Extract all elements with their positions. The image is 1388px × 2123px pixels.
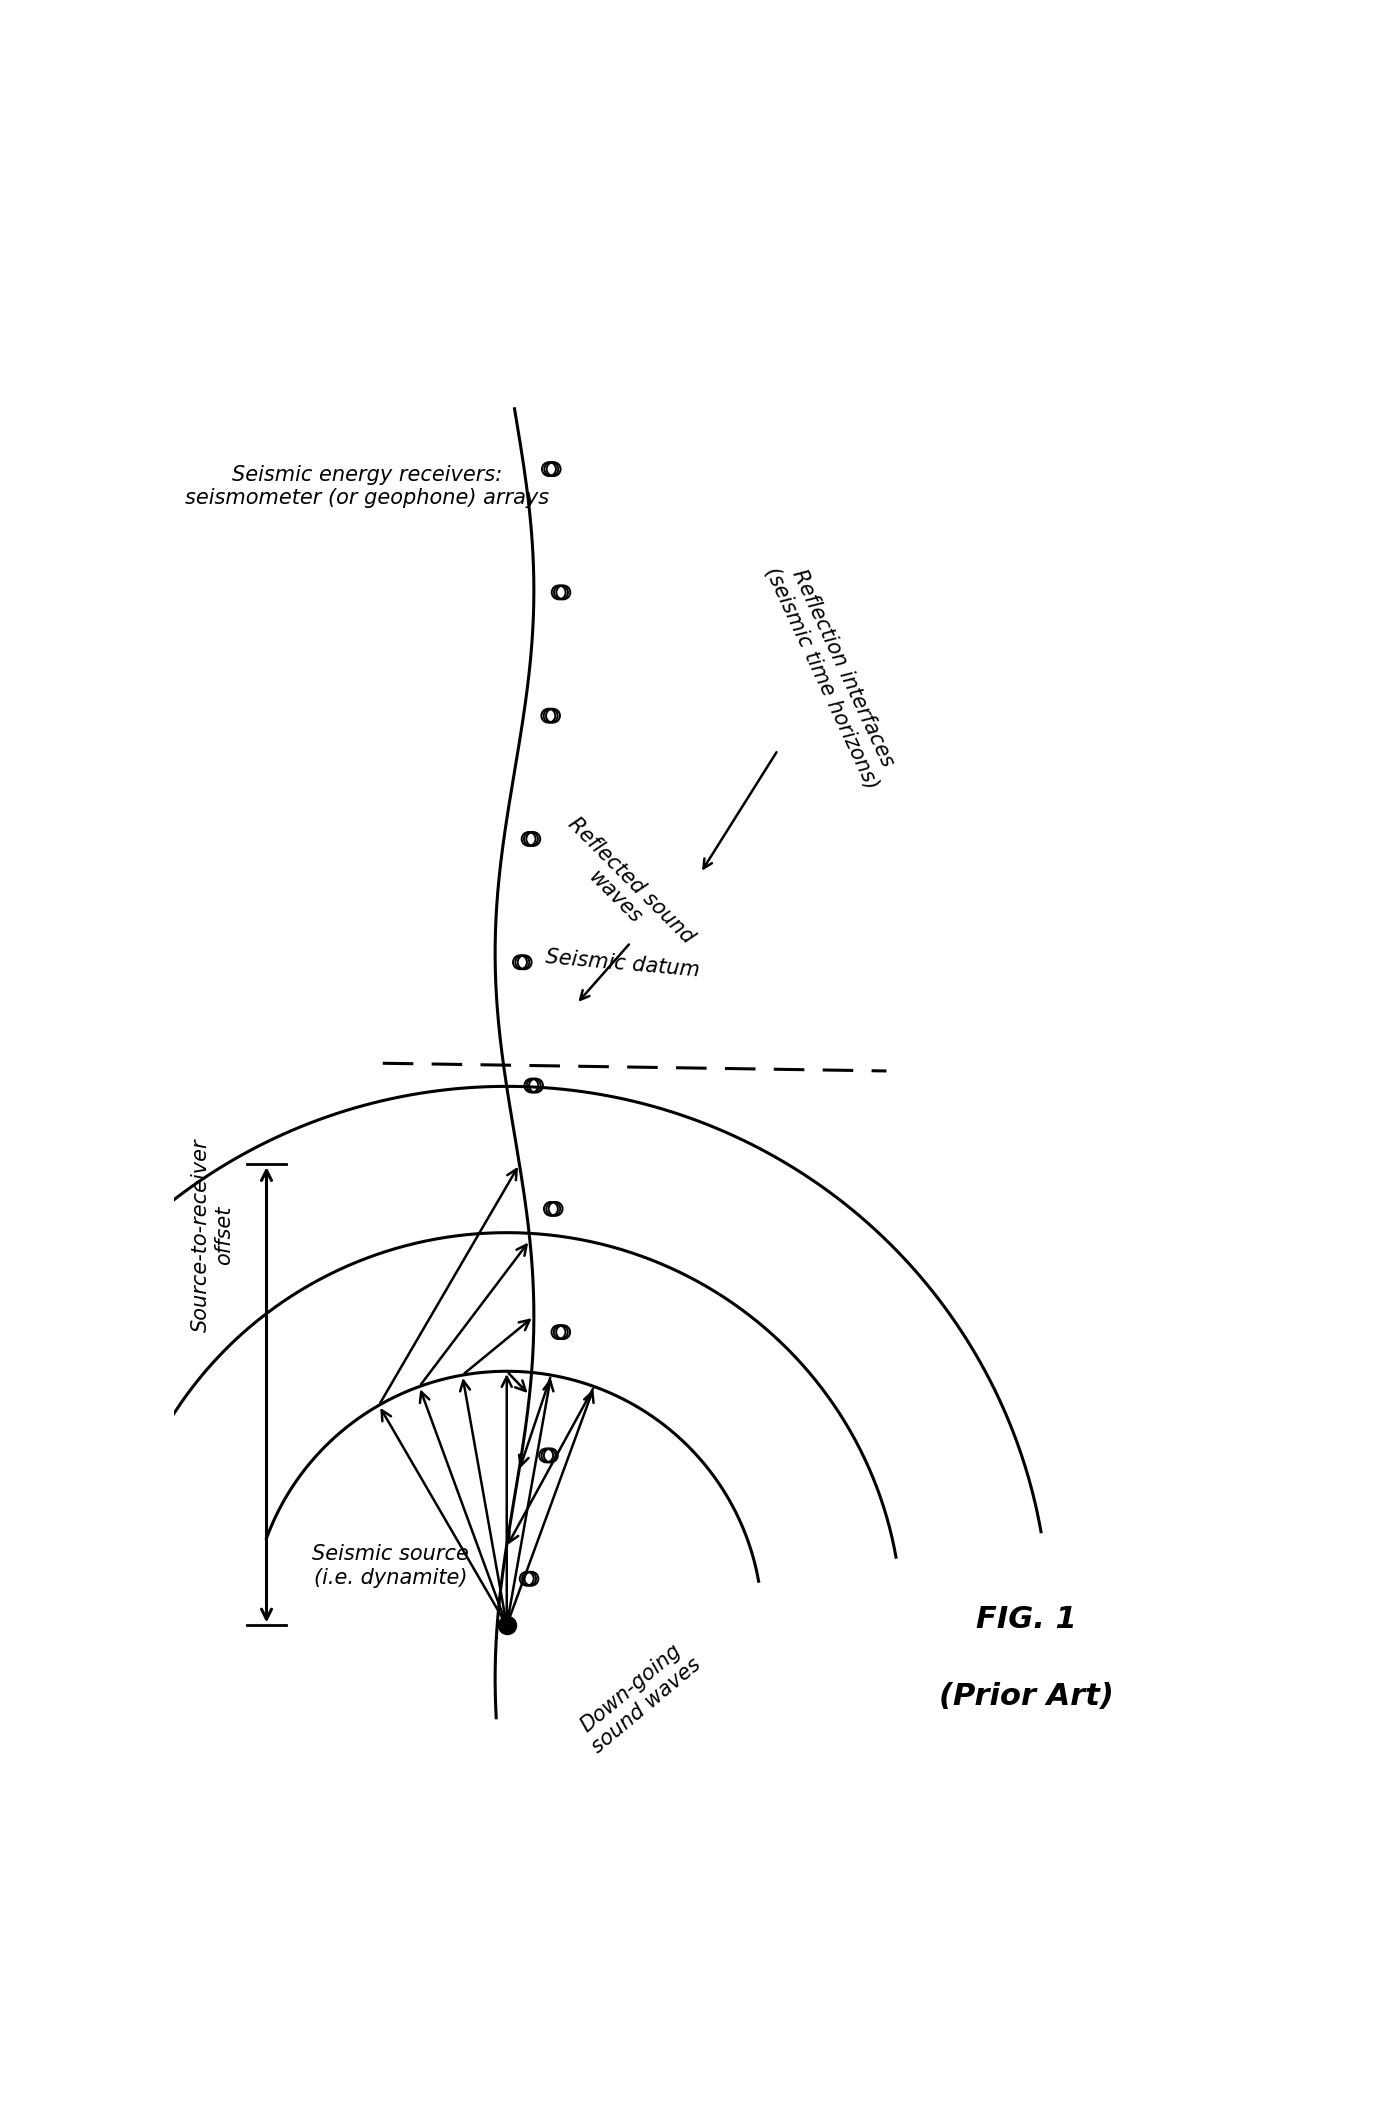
Text: Seismic datum: Seismic datum — [545, 947, 701, 981]
Text: Seismic source
(i.e. dynamite): Seismic source (i.e. dynamite) — [312, 1543, 469, 1588]
Text: Reflected sound
waves: Reflected sound waves — [548, 813, 698, 964]
Text: Down-going
sound waves: Down-going sound waves — [572, 1637, 705, 1758]
Text: Reflection interfaces
(seismic time horizons): Reflection interfaces (seismic time hori… — [762, 554, 904, 792]
Text: FIG. 1: FIG. 1 — [976, 1605, 1076, 1635]
Text: (Prior Art): (Prior Art) — [938, 1681, 1113, 1711]
Text: Seismic energy receivers:
seismometer (or geophone) arrays: Seismic energy receivers: seismometer (o… — [185, 465, 550, 507]
Text: Source-to-receiver
offset: Source-to-receiver offset — [190, 1138, 233, 1331]
